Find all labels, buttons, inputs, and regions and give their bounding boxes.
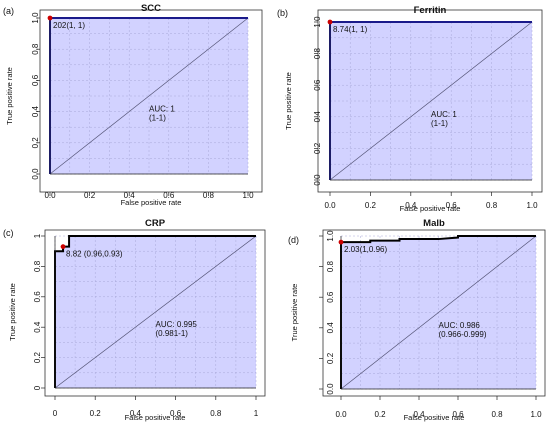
panel-label: (b) [277,8,288,18]
y-tick-label: 1.0 [326,230,335,242]
cutoff-label: 202(1, 1) [53,21,85,30]
cutoff-point [338,239,344,245]
y-tick-label: 0.4 [313,111,322,123]
y-tick-label: 0.8 [326,260,335,272]
reference-diagonal [329,21,533,181]
y-tick-label: 0.4 [326,322,335,334]
y-tick-label: 0.6 [313,79,322,91]
x-axis-label: False positive rate [404,413,465,422]
x-tick-label: 1.0 [242,191,254,200]
panel-crp: 0 0.2 0.4 0.6 0.8 1 0 0.2 0.4 0.6 0.8 1 CRP False pos… [3,218,266,422]
roc-curve [340,235,536,389]
x-tick-label: 0.8 [210,409,222,418]
auc-text: AUC: 1 [149,105,175,114]
x-tick-label: 0.8 [491,410,503,419]
y-tick-label: 0.6 [33,291,42,303]
reference-diagonal [49,17,249,175]
panel-malb: 0.0 0.2 0.4 0.6 0.8 1.0 0.0 0.2 0.4 0.6 0.8 1.0 Malb… [288,218,546,422]
panel-label: (c) [3,228,14,238]
cutoff-point [47,15,53,21]
x-tick-label: 0.4 [405,201,417,210]
x-tick-label: 0.8 [203,191,215,200]
y-axis-label: True positive rate [290,284,299,342]
auc-text: AUC: 1 [431,110,457,119]
y-axis-label: True positive rate [5,67,14,125]
auc-text: AUC: 0.986 [439,321,481,330]
y-axis-label: True positive rate [284,72,293,130]
x-tick-label: 0.4 [124,191,136,200]
y-tick-label: 0.8 [31,43,40,55]
y-tick-label: 1.0 [313,16,322,28]
auc-text: AUC: 0.995 [156,320,198,329]
auc-ci-text: (1-1) [149,114,166,123]
y-tick-label: 0.2 [313,142,322,154]
x-tick-label: 1 [254,409,259,418]
x-tick-label: 0.8 [486,201,498,210]
y-tick-label: 0.0 [313,174,322,186]
reference-diagonal [54,235,257,389]
y-axis-label: True positive rate [8,283,17,341]
x-tick-label: 0.6 [446,201,458,210]
reference-diagonal [340,235,537,390]
auc-ci-text: (0.966-0.999) [439,330,487,339]
y-tick-label: 0.4 [33,321,42,333]
x-tick-label: 0.2 [90,409,102,418]
chart-title: Ferritin [414,5,447,16]
x-tick-label: 0.4 [130,409,142,418]
panel-ferritin: 0.0 0.2 0.4 0.6 0.8 1.0 0.0 0.2 0.4 0.6 0.8 1.0 Ferr… [277,5,543,213]
y-tick-label: 0.8 [313,47,322,59]
y-tick-label: 0.2 [31,137,40,149]
x-tick-label: 0.0 [335,410,347,419]
x-tick-label: 0.6 [163,191,175,200]
x-tick-label: 0.6 [452,410,464,419]
x-tick-label: 0.2 [84,191,96,200]
y-tick-label: 0.8 [33,260,42,272]
auc-ci-text: (1-1) [431,119,448,128]
x-axis-label: False positive rate [400,204,461,213]
y-tick-label: 0.0 [31,168,40,180]
auc-ci-text: (0.981-1) [156,329,189,338]
chart-title: Malb [423,218,445,229]
y-tick-label: 1.0 [31,12,40,24]
y-tick-label: 0.2 [33,351,42,363]
y-tick-label: 1 [33,233,42,238]
y-tick-label: 0.0 [326,383,335,395]
x-tick-label: 0.6 [170,409,182,418]
x-tick-label: 0.2 [374,410,386,419]
y-tick-label: 0.6 [326,291,335,303]
x-tick-label: 1.0 [530,410,542,419]
y-tick-label: 0.4 [31,105,40,117]
y-tick-label: 0.2 [326,352,335,364]
chart-title: SCC [141,3,161,14]
panel-label: (a) [3,6,14,16]
cutoff-point [327,19,333,25]
x-tick-label: 0 [53,409,58,418]
x-tick-label: 0.0 [44,191,56,200]
cutoff-label: 8.74(1, 1) [333,25,368,34]
chart-title: CRP [145,218,166,229]
x-tick-label: 0.4 [413,410,425,419]
panel-label: (d) [288,235,299,245]
x-tick-label: 0.0 [324,201,336,210]
panel-scc: 0.0 0.2 0.4 0.6 0.8 1.0 0.0 0.2 0.4 0.6 0.8 1.0 SCC F… [3,3,263,207]
x-axis-label: False positive rate [121,198,182,207]
y-tick-label: 0.6 [31,74,40,86]
cutoff-point [60,244,66,250]
cutoff-label: 8.82 (0.96,0.93) [66,250,123,259]
x-axis-label: False positive rate [125,413,186,422]
x-tick-label: 1.0 [526,201,538,210]
x-tick-label: 0.2 [365,201,377,210]
cutoff-label: 2.03(1,0.96) [344,245,387,254]
y-tick-label: 0 [33,385,42,390]
